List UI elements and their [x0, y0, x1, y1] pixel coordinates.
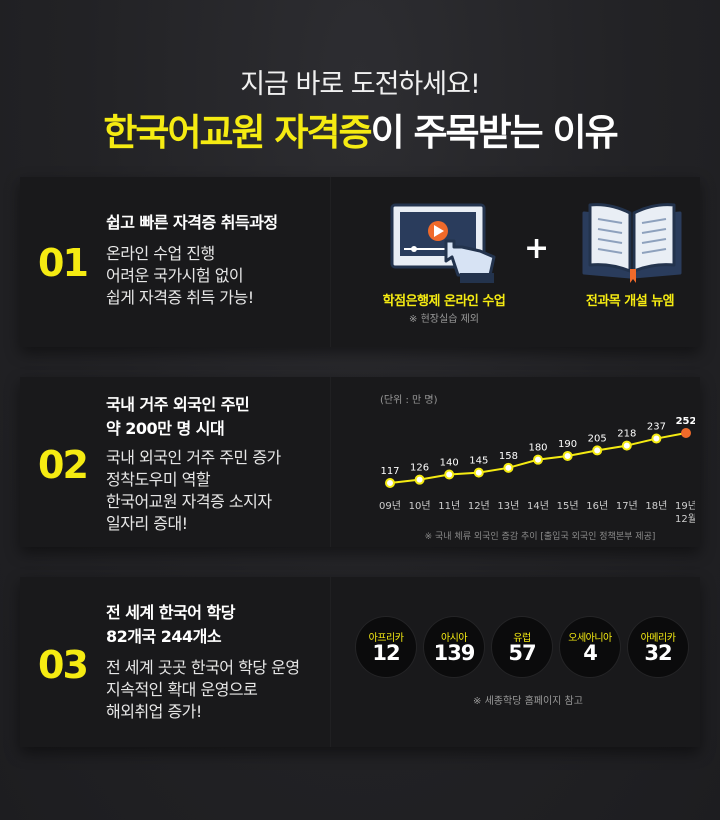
region-circle-asia: 아시아 139 [424, 617, 484, 677]
reason-number: 03 [38, 643, 89, 687]
foreign-residents-line-chart: (단위 : 만 명) 117 126 140 145 158 180 190 205 218 237… [379, 393, 695, 542]
region-count: 32 [644, 641, 672, 665]
reason-panel-2: 02 국내 거주 외국인 주민 약 200만 명 시대 국내 외국인 거주 주민… [20, 377, 700, 547]
chart-data-label: 180 [528, 443, 547, 454]
chart-data-label: 117 [380, 466, 399, 477]
reason-title: 쉽고 빠른 자격증 취득과정 [106, 213, 278, 232]
chart-tick-label: 11년 [438, 500, 460, 512]
page-title-highlight: 한국어교원 자격증 [103, 111, 372, 154]
plus-icon: + [524, 231, 550, 266]
chart-point [621, 440, 632, 451]
chart-data-label: 145 [469, 456, 488, 467]
chart-tick-label: 17년 [616, 500, 638, 512]
chart-point [444, 469, 455, 480]
region-count: 12 [372, 641, 400, 665]
chart-point [473, 467, 484, 478]
chart-data-label: 126 [410, 463, 429, 474]
title-line: 전 세계 한국어 학당 [106, 603, 235, 622]
reason-number: 01 [38, 241, 89, 285]
region-count: 4 [583, 641, 598, 665]
description-line: 정착도우미 역할 [106, 470, 211, 489]
chart-tick-label: 18년 [645, 500, 667, 512]
reason-description: 국내 외국인 거주 주민 증가 정착도우미 역할 한국어교원 자격증 소지자 일… [106, 447, 281, 535]
reason-number: 02 [38, 443, 89, 487]
chart-data-label: 205 [588, 433, 607, 444]
description-line: 한국어교원 자격증 소지자 [106, 492, 272, 511]
chart-point [533, 454, 543, 465]
chart-tick-label: 15년 [557, 500, 579, 512]
chart-tick-label: 12월 [675, 513, 695, 525]
chart-tick-label: 12년 [468, 500, 490, 512]
online-lecture-label: 학점은행제 온라인 수업 [382, 294, 506, 309]
region-circle-america: 아메리카 32 [628, 617, 688, 677]
title-line: 82개국 244개소 [106, 627, 222, 646]
region-count: 57 [508, 641, 536, 665]
chart-point [651, 433, 662, 444]
chart-point [385, 478, 395, 488]
chart-tick-label: 10년 [409, 500, 431, 512]
region-circle-africa: 아프리카 12 [356, 617, 416, 677]
reason-title: 국내 거주 외국인 주민 약 200만 명 시대 [106, 393, 250, 441]
reason-title: 전 세계 한국어 학당 82개국 244개소 [106, 601, 235, 649]
page-title: 한국어교원 자격증이 주목받는 이유 [0, 111, 720, 155]
title-line: 약 200만 명 시대 [106, 419, 225, 438]
chart-tick-label: 14년 [527, 500, 549, 512]
chart-point [503, 462, 514, 473]
description-line: 어려운 국가시험 없이 [106, 266, 244, 285]
chart-point [681, 428, 691, 438]
region-name: 유럽 [513, 633, 531, 644]
chart-point [414, 474, 425, 485]
region-count: 139 [433, 641, 476, 665]
reason-description: 온라인 수업 진행 어려운 국가시험 없이 쉽게 자격증 취득 가능! [106, 243, 254, 309]
description-line: 전 세계 곳곳 한국어 학당 운영 [106, 658, 300, 677]
region-name: 아프리카 [368, 633, 404, 644]
region-circles: 아프리카 12 아시아 139 유럽 57 오세아니아 4 아메리카 32 [356, 617, 700, 687]
region-name: 아시아 [440, 633, 468, 644]
open-book-icon [582, 203, 682, 283]
chart-point [592, 445, 603, 456]
region-name: 아메리카 [640, 633, 676, 644]
description-line: 일자리 증대! [106, 514, 188, 533]
chart-data-label: 237 [647, 422, 666, 433]
chart-unit-label: (단위 : 만 명) [380, 393, 438, 406]
chart-data-label: 140 [440, 457, 459, 468]
chart-source-note: ※ 국내 체류 외국인 증감 추이 [출입국 외국인 정책본부 제공] [425, 530, 656, 542]
description-line: 온라인 수업 진행 [106, 244, 215, 263]
chart-tick-label: 09년 [379, 500, 401, 512]
page-title-rest: 이 주목받는 이유 [370, 111, 619, 154]
chart-point [562, 450, 573, 461]
reason-panel-3: 03 전 세계 한국어 학당 82개국 244개소 전 세계 곳곳 한국어 학당… [20, 577, 700, 747]
online-lecture-note: ※ 현장실습 제외 [409, 314, 479, 325]
region-circle-oceania: 오세아니아 4 [560, 617, 620, 677]
chart-data-label: 218 [617, 429, 636, 440]
reason-panel-1: 01 쉽고 빠른 자격증 취득과정 온라인 수업 진행 어려운 국가시험 없이 … [20, 177, 700, 347]
description-line: 국내 외국인 거주 주민 증가 [106, 448, 281, 467]
title-line: 국내 거주 외국인 주민 [106, 395, 250, 414]
page-subtitle: 지금 바로 도전하세요! [240, 69, 481, 100]
chart-tick-label: 16년 [586, 500, 608, 512]
online-lecture-icon [390, 203, 496, 283]
chart-data-label: 158 [499, 451, 518, 462]
description-line: 해외취업 증가! [106, 702, 202, 721]
all-subjects-label: 전과목 개설 뉴엠 [585, 294, 675, 309]
reason-description: 전 세계 곳곳 한국어 학당 운영 지속적인 확대 운영으로 해외취업 증가! [106, 657, 300, 723]
region-name: 오세아니아 [568, 633, 612, 644]
page-header: 지금 바로 도전하세요! 한국어교원 자격증이 주목받는 이유 [0, 62, 720, 155]
region-note: ※ 세종학당 홈페이지 참고 [473, 696, 583, 707]
description-line: 쉽게 자격증 취득 가능! [106, 288, 254, 307]
chart-data-label: 190 [558, 439, 577, 450]
chart-data-label: 252 [676, 416, 695, 427]
chart-tick-label: 13년 [497, 500, 519, 512]
region-circle-europe: 유럽 57 [492, 617, 552, 677]
chart-tick-label: 19년 [675, 500, 695, 512]
description-line: 지속적인 확대 운영으로 [106, 680, 258, 699]
